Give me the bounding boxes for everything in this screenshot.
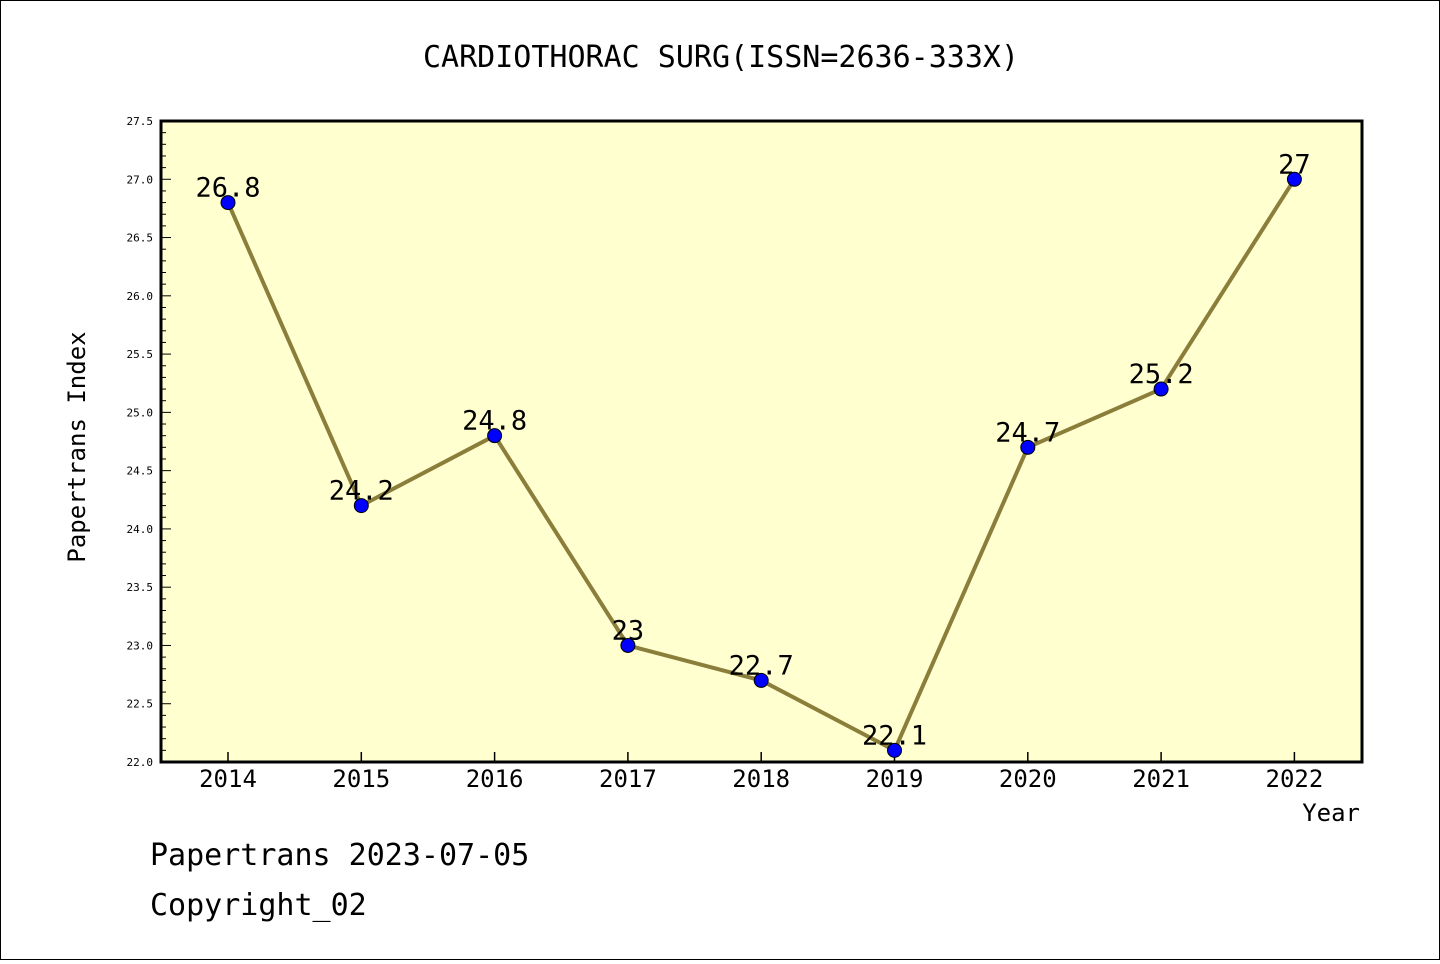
data-point <box>353 498 369 514</box>
y-tick-label: 27.5 <box>127 115 154 128</box>
x-axis: 2014 2015 2016 2017 2018 2019 2020 2021 2022 <box>199 752 1323 793</box>
x-tick-label: 2022 <box>1266 765 1324 793</box>
y-tick-label: 23.0 <box>127 639 154 652</box>
x-tick-label: 2019 <box>866 765 924 793</box>
x-tick-label: 2018 <box>732 765 790 793</box>
data-label: 23 <box>612 615 645 646</box>
data-label: 26.8 <box>195 173 260 204</box>
data-label: 22.7 <box>729 650 794 681</box>
x-tick-label: 2014 <box>199 765 257 793</box>
x-tick-label: 2021 <box>1132 765 1190 793</box>
y-tick-label: 23.5 <box>127 581 154 594</box>
y-tick-label: 22.0 <box>127 756 154 769</box>
y-tick-label: 27.0 <box>127 173 154 186</box>
footer-date: Papertrans 2023-07-05 <box>150 838 529 873</box>
data-point <box>1286 171 1302 187</box>
y-tick-label: 24.5 <box>127 465 154 478</box>
y-axis: 22.0 22.5 23.0 23.5 24.0 24.5 25.0 25.5 26.0 26.5… <box>127 115 171 769</box>
y-tick-label: 22.5 <box>127 698 154 711</box>
y-tick-label: 26.0 <box>127 290 154 303</box>
x-axis-title: Year <box>1302 799 1360 827</box>
y-tick-label: 25.0 <box>127 406 154 419</box>
data-point <box>620 637 636 653</box>
y-tick-label: 26.5 <box>127 232 154 245</box>
data-point <box>1020 439 1036 455</box>
data-series <box>220 171 1302 758</box>
x-tick-label: 2015 <box>332 765 390 793</box>
data-point <box>887 742 902 758</box>
x-tick-label: 2016 <box>466 765 524 793</box>
chart-title: CARDIOTHORAC SURG(ISSN=2636-333X) <box>423 40 1019 75</box>
data-point <box>220 195 236 211</box>
data-labels: 26.8 24.2 24.8 23 22.7 22.1 24.7 25.2 27 <box>195 149 1310 751</box>
data-label: 25.2 <box>1129 359 1194 390</box>
footer-copyright: Copyright_02 <box>150 888 367 923</box>
plot-area <box>159 119 1364 764</box>
data-label: 27 <box>1278 149 1311 180</box>
x-tick-label: 2020 <box>999 765 1057 793</box>
data-label: 24.2 <box>329 476 394 507</box>
y-axis-title: Papertrans Index <box>63 331 91 562</box>
data-label: 24.8 <box>462 406 527 437</box>
y-tick-label: 25.5 <box>127 348 154 361</box>
data-point <box>487 428 503 444</box>
data-point <box>753 672 769 688</box>
y-tick-label: 24.0 <box>127 523 154 536</box>
data-point <box>1153 381 1169 397</box>
data-label: 22.1 <box>862 720 927 751</box>
data-label: 24.7 <box>995 417 1060 448</box>
x-tick-label: 2017 <box>599 765 657 793</box>
